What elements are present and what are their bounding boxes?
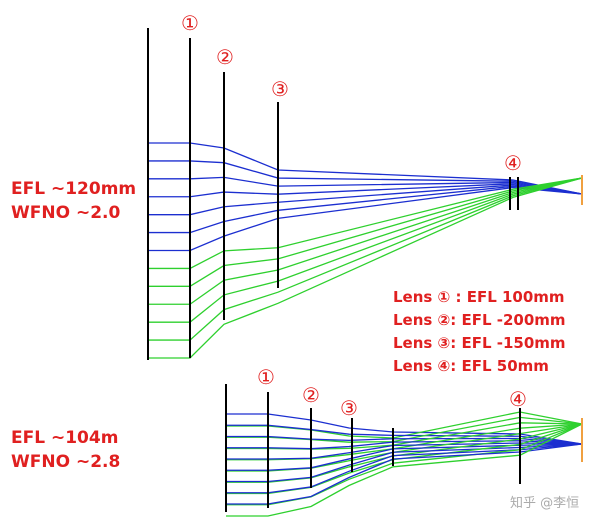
- top-efl-label: EFL ~120mm: [11, 179, 137, 199]
- ray: [148, 177, 583, 287]
- top-lens-2-marker: ②: [216, 45, 234, 69]
- bottom-efl-label: EFL ~104m: [11, 428, 119, 448]
- ray: [148, 177, 583, 270]
- bottom-lens-4-marker: ④: [509, 387, 527, 411]
- ray: [148, 142, 583, 195]
- top-lens-3-marker: ③: [271, 77, 289, 101]
- ray: [148, 183, 583, 198]
- ray: [148, 184, 583, 216]
- ray: [148, 177, 583, 359]
- ray: [148, 160, 583, 195]
- ray: [148, 177, 583, 305]
- bottom-lens-3-marker: ③: [340, 396, 358, 420]
- ray: [148, 177, 583, 323]
- ray: [148, 177, 583, 341]
- lens-2-spec: Lens ②: EFL -200mm: [393, 311, 566, 329]
- bottom-wfno-label: WFNO ~2.8: [11, 452, 121, 472]
- ray: [226, 443, 583, 483]
- ray: [148, 176, 583, 195]
- top-system-rays: [148, 142, 583, 359]
- watermark: 知乎 @李恒: [510, 496, 580, 511]
- lens-1-spec: Lens ① : EFL 100mm: [393, 288, 565, 306]
- top-wfno-label: WFNO ~2.0: [11, 203, 121, 223]
- top-lens-1-marker: ①: [181, 11, 199, 35]
- bottom-lens-2-marker: ②: [302, 383, 320, 407]
- top-lens-4-marker: ④: [504, 151, 522, 175]
- lens-4-spec: Lens ④: EFL 50mm: [393, 357, 549, 375]
- bottom-lens-1-marker: ①: [257, 365, 275, 389]
- lens-elements: [147, 28, 583, 512]
- lens-3-spec: Lens ③: EFL -150mm: [393, 334, 566, 352]
